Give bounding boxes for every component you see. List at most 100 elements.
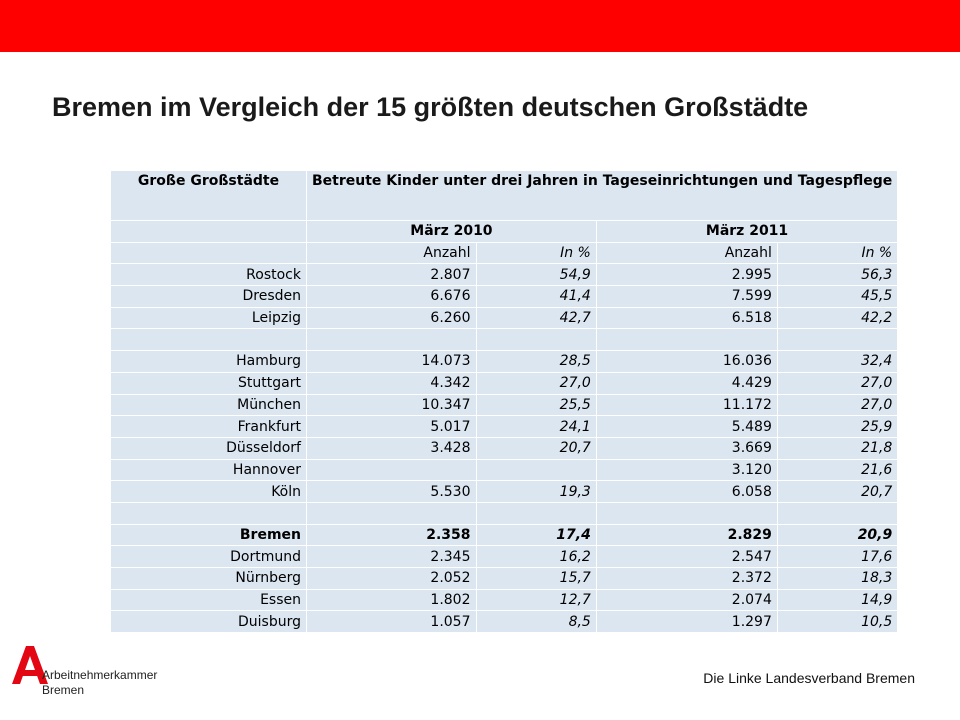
count-2010-cell — [307, 329, 477, 351]
count-2010-cell: 6.676 — [307, 286, 477, 308]
count-2011-cell: 3.120 — [596, 459, 777, 481]
pct-2010-cell: 24,1 — [476, 416, 596, 438]
table-row: Nürnberg 2.052 15,7 2.372 18,3 — [111, 568, 898, 590]
city-cell: Essen — [111, 589, 307, 611]
city-cell: Frankfurt — [111, 416, 307, 438]
city-cell: Köln — [111, 481, 307, 503]
pct-2011-cell: 17,6 — [777, 546, 897, 568]
count-2011-cell: 4.429 — [596, 372, 777, 394]
top-red-bar — [0, 0, 960, 52]
table-row: Bremen 2.358 17,4 2.829 20,9 — [111, 524, 898, 546]
pct-2010-cell: 16,2 — [476, 546, 596, 568]
pct-2011-cell: 21,8 — [777, 437, 897, 459]
pct-2010-cell: 20,7 — [476, 437, 596, 459]
count-2011-cell: 6.518 — [596, 307, 777, 329]
table-row: Hamburg 14.073 28,5 16.036 32,4 — [111, 351, 898, 373]
pct-2011-cell: 27,0 — [777, 394, 897, 416]
pct-2010-cell — [476, 329, 596, 351]
count-2010-cell: 1.057 — [307, 611, 477, 633]
pct-2011-cell — [777, 329, 897, 351]
city-cell: Hannover — [111, 459, 307, 481]
pct-2010-cell: 28,5 — [476, 351, 596, 373]
pct-2010-cell: 27,0 — [476, 372, 596, 394]
count-2011-cell: 2.372 — [596, 568, 777, 590]
header-row-year: März 2010 März 2011 — [111, 221, 898, 243]
table-row: Köln 5.530 19,3 6.058 20,7 — [111, 481, 898, 503]
count-2011-cell: 2.074 — [596, 589, 777, 611]
pct-2010-cell: 54,9 — [476, 264, 596, 286]
header-year-2011: März 2011 — [596, 221, 897, 243]
count-2011-cell: 1.297 — [596, 611, 777, 633]
count-2010-cell: 2.052 — [307, 568, 477, 590]
city-cell: München — [111, 394, 307, 416]
header-count-2010: Anzahl — [307, 242, 477, 264]
city-cell: Dortmund — [111, 546, 307, 568]
count-2010-cell: 6.260 — [307, 307, 477, 329]
pct-2011-cell: 20,7 — [777, 481, 897, 503]
header-row-sub: Anzahl In % Anzahl In % — [111, 242, 898, 264]
city-cell: Duisburg — [111, 611, 307, 633]
data-table-container: Große Großstädte Betreute Kinder unter d… — [110, 170, 898, 633]
city-cell: Leipzig — [111, 307, 307, 329]
pct-2011-cell: 45,5 — [777, 286, 897, 308]
city-cell — [111, 502, 307, 524]
pct-2010-cell: 8,5 — [476, 611, 596, 633]
table-row: Stuttgart 4.342 27,0 4.429 27,0 — [111, 372, 898, 394]
count-2010-cell: 2.345 — [307, 546, 477, 568]
city-cell: Nürnberg — [111, 568, 307, 590]
count-2011-cell: 16.036 — [596, 351, 777, 373]
count-2010-cell: 5.530 — [307, 481, 477, 503]
pct-2010-cell — [476, 502, 596, 524]
count-2011-cell: 7.599 — [596, 286, 777, 308]
count-2010-cell — [307, 459, 477, 481]
city-cell: Düsseldorf — [111, 437, 307, 459]
pct-2011-cell: 14,9 — [777, 589, 897, 611]
pct-2011-cell: 20,9 — [777, 524, 897, 546]
pct-2011-cell: 56,3 — [777, 264, 897, 286]
pct-2010-cell: 12,7 — [476, 589, 596, 611]
pct-2011-cell: 32,4 — [777, 351, 897, 373]
header-main: Betreute Kinder unter drei Jahren in Tag… — [307, 171, 898, 221]
pct-2011-cell: 21,6 — [777, 459, 897, 481]
header-empty — [111, 242, 307, 264]
city-cell: Rostock — [111, 264, 307, 286]
pct-2010-cell: 42,7 — [476, 307, 596, 329]
count-2010-cell: 10.347 — [307, 394, 477, 416]
pct-2010-cell: 25,5 — [476, 394, 596, 416]
count-2010-cell: 4.342 — [307, 372, 477, 394]
table-row: Frankfurt 5.017 24,1 5.489 25,9 — [111, 416, 898, 438]
count-2011-cell: 11.172 — [596, 394, 777, 416]
header-pct-2011: In % — [777, 242, 897, 264]
pct-2011-cell: 10,5 — [777, 611, 897, 633]
table-row: Düsseldorf 3.428 20,7 3.669 21,8 — [111, 437, 898, 459]
pct-2011-cell: 25,9 — [777, 416, 897, 438]
count-2010-cell: 5.017 — [307, 416, 477, 438]
table-row: Duisburg 1.057 8,5 1.297 10,5 — [111, 611, 898, 633]
count-2010-cell: 2.807 — [307, 264, 477, 286]
table-row — [111, 502, 898, 524]
count-2011-cell — [596, 502, 777, 524]
footer-text: Die Linke Landesverband Bremen — [703, 670, 915, 686]
header-year-2010: März 2010 — [307, 221, 597, 243]
header-count-2011: Anzahl — [596, 242, 777, 264]
count-2011-cell: 6.058 — [596, 481, 777, 503]
city-cell: Stuttgart — [111, 372, 307, 394]
table-row — [111, 329, 898, 351]
pct-2010-cell — [476, 459, 596, 481]
header-pct-2010: In % — [476, 242, 596, 264]
header-city: Große Großstädte — [111, 171, 307, 221]
city-cell: Dresden — [111, 286, 307, 308]
count-2011-cell: 2.547 — [596, 546, 777, 568]
table-row: Leipzig 6.260 42,7 6.518 42,2 — [111, 307, 898, 329]
count-2011-cell: 2.995 — [596, 264, 777, 286]
header-row-main: Große Großstädte Betreute Kinder unter d… — [111, 171, 898, 221]
count-2010-cell: 1.802 — [307, 589, 477, 611]
count-2010-cell — [307, 502, 477, 524]
slide-title: Bremen im Vergleich der 15 größten deuts… — [52, 90, 872, 124]
table-row: Essen 1.802 12,7 2.074 14,9 — [111, 589, 898, 611]
childcare-table: Große Großstädte Betreute Kinder unter d… — [110, 170, 898, 633]
pct-2011-cell: 42,2 — [777, 307, 897, 329]
city-cell — [111, 329, 307, 351]
logo-text-line2: Bremen — [42, 683, 84, 697]
count-2010-cell: 2.358 — [307, 524, 477, 546]
